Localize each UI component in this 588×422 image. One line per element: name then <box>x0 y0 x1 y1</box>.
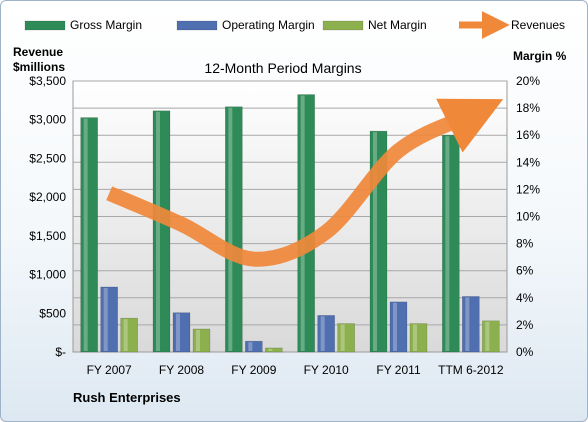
left-tick-label: $1,000 <box>29 268 66 282</box>
revenues-line <box>106 98 504 267</box>
legend-swatch-operating-margin <box>176 20 218 31</box>
net-margin-bar <box>192 328 211 353</box>
gross-margin-bar-highlight <box>373 132 377 351</box>
x-axis-ticks: FY 2007 FY 2008 FY 2009 FY 2010 FY 2011 TTM 6… <box>87 363 504 377</box>
right-tick-label: 12% <box>516 182 540 196</box>
operating-margin-bar <box>172 312 191 353</box>
net-margin-bar <box>409 323 428 353</box>
right-tick-label: 0% <box>516 345 534 359</box>
x-tick-label: FY 2009 <box>231 363 276 377</box>
revenue-line <box>106 98 504 267</box>
right-tick-label: 10% <box>516 210 540 224</box>
company-name: Rush Enterprises <box>73 390 181 405</box>
legend-label-operating-margin: Operating Margin <box>222 18 315 32</box>
gross-margin-bar <box>152 110 171 353</box>
left-tick-label: $2,000 <box>29 190 66 204</box>
x-tick-label: TTM 6-2012 <box>438 363 504 377</box>
left-tick-label: $500 <box>39 306 66 320</box>
chart-title: 12-Month Period Margins <box>204 60 361 76</box>
right-tick-label: 18% <box>516 101 540 115</box>
left-tick-label: $2,500 <box>29 151 66 165</box>
operating-margin-bar-highlight <box>465 297 470 351</box>
right-axis-title: Margin % <box>513 49 567 63</box>
legend-swatch-gross-margin <box>24 20 66 31</box>
operating-margin-bar <box>462 296 480 353</box>
right-axis-ticks: 0% 2% 4% 6% 8% 10% 12% 14% 16% 18% 20% <box>516 74 540 359</box>
gross-margin-bar-highlight <box>228 107 233 352</box>
operating-margin-bar <box>245 340 263 353</box>
operating-margin-bar <box>100 286 118 353</box>
left-axis-ticks: $- $500 $1,000 $1,500 $2,000 $2,500 $3,000 $3,5… <box>29 74 66 359</box>
left-tick-label: $3,500 <box>29 74 66 88</box>
net-margin-bar-highlight <box>123 319 128 351</box>
gross-margin-bar <box>225 106 243 353</box>
net-margin-bar-highlight <box>340 324 345 351</box>
net-margin-bar <box>482 320 500 353</box>
right-tick-label: 8% <box>516 237 534 251</box>
gross-margin-bar-highlight <box>300 95 305 351</box>
bars <box>80 94 500 353</box>
x-tick-label: FY 2010 <box>304 363 349 377</box>
right-tick-label: 6% <box>516 264 534 278</box>
left-tick-label: $- <box>55 345 66 359</box>
right-tick-label: 4% <box>516 291 534 305</box>
net-margin-bar-highlight <box>413 324 417 351</box>
operating-margin-bar-highlight <box>103 287 108 351</box>
left-axis-title-line2: $millions <box>13 60 65 74</box>
net-margin-bar-highlight <box>485 321 490 351</box>
right-tick-label: 2% <box>516 318 534 332</box>
net-margin-bar-highlight <box>268 348 273 351</box>
x-tick-label: FY 2007 <box>87 363 132 377</box>
operating-margin-bar-highlight <box>320 316 325 351</box>
legend-label-revenues: Revenues <box>511 18 565 32</box>
gross-margin-bar-highlight <box>156 111 160 351</box>
x-tick-label: FY 2008 <box>159 363 204 377</box>
right-tick-label: 14% <box>516 155 540 169</box>
net-margin-bar <box>265 347 283 353</box>
gross-margin-bar <box>297 94 315 353</box>
left-axis-title-line1: Revenue <box>13 45 63 59</box>
gross-margin-bar-highlight <box>83 118 88 352</box>
operating-margin-bar-highlight <box>393 302 397 351</box>
right-tick-label: 20% <box>516 74 540 88</box>
net-margin-bar <box>337 323 355 353</box>
operating-margin-bar-highlight <box>176 313 180 351</box>
operating-margin-bar <box>317 315 335 353</box>
x-tick-label: FY 2011 <box>376 363 421 377</box>
net-margin-bar-highlight <box>196 329 200 351</box>
left-tick-label: $1,500 <box>29 229 66 243</box>
gross-margin-bar <box>80 117 98 353</box>
net-margin-bar <box>120 317 138 353</box>
legend-swatch-net-margin <box>322 20 364 31</box>
gross-margin-bar <box>442 134 460 353</box>
legend-label-gross-margin: Gross Margin <box>70 18 142 32</box>
left-tick-label: $3,000 <box>29 113 66 127</box>
right-tick-label: 16% <box>516 128 540 142</box>
gross-margin-bar-highlight <box>445 136 450 351</box>
operating-margin-bar-highlight <box>248 342 253 351</box>
legend-label-net-margin: Net Margin <box>368 18 427 32</box>
legend: Gross Margin Operating Margin Net Margin Re… <box>24 11 565 39</box>
operating-margin-bar <box>389 301 408 353</box>
